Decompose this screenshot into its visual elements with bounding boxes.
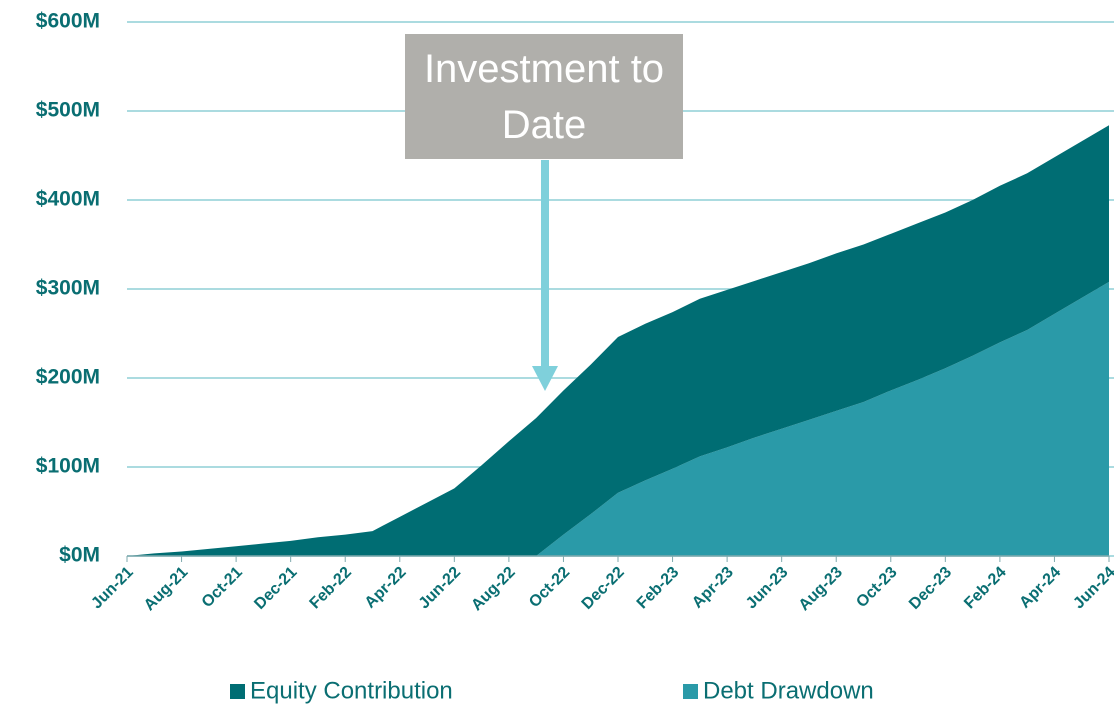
- annotation-arrowhead: [532, 366, 558, 391]
- x-tick-label: Dec-21: [251, 564, 300, 613]
- legend-swatch: [230, 684, 245, 699]
- annotation-wrap: Investment to Date: [423, 46, 665, 147]
- x-tick-label: Dec-23: [906, 564, 955, 613]
- x-tick-label: Oct-22: [526, 564, 573, 611]
- legend-label: Debt Drawdown: [703, 677, 874, 704]
- legend-label: Equity Contribution: [250, 677, 453, 704]
- x-tick-label: Jun-22: [416, 564, 465, 613]
- x-tick-label: Oct-23: [853, 564, 900, 611]
- y-tick-label: $200M: [36, 366, 100, 389]
- x-tick-label: Jun-24: [1070, 564, 1114, 613]
- x-tick-label: Jun-23: [743, 564, 792, 613]
- x-tick-label: Aug-23: [796, 564, 846, 614]
- x-tick-label: Apr-23: [689, 564, 737, 612]
- area: [127, 125, 1109, 557]
- y-tick-label: $400M: [36, 188, 100, 211]
- y-tick-label: $500M: [36, 99, 100, 122]
- y-tick-label: $600M: [36, 10, 100, 33]
- x-tick-label: Aug-22: [468, 564, 518, 614]
- annotation-box: [405, 34, 683, 159]
- x-tick-label: Oct-21: [199, 564, 246, 611]
- x-tick-label: Apr-22: [362, 564, 410, 612]
- legend-swatch: [683, 684, 698, 699]
- x-tick-label: Dec-22: [579, 564, 628, 613]
- x-tick-label: Jun-21: [88, 564, 137, 613]
- y-tick-label: $0M: [59, 544, 100, 567]
- x-tick-label: Feb-22: [307, 564, 356, 613]
- annotation: Investment to Date: [423, 46, 665, 147]
- x-tick-label: Aug-21: [141, 564, 191, 614]
- x-tick-label: Feb-23: [634, 564, 683, 613]
- y-tick-label: $100M: [36, 455, 100, 478]
- area: [127, 281, 1109, 556]
- y-tick-label: $300M: [36, 277, 100, 300]
- x-tick-label: Feb-24: [961, 564, 1010, 613]
- x-tick-label: Apr-24: [1016, 564, 1064, 612]
